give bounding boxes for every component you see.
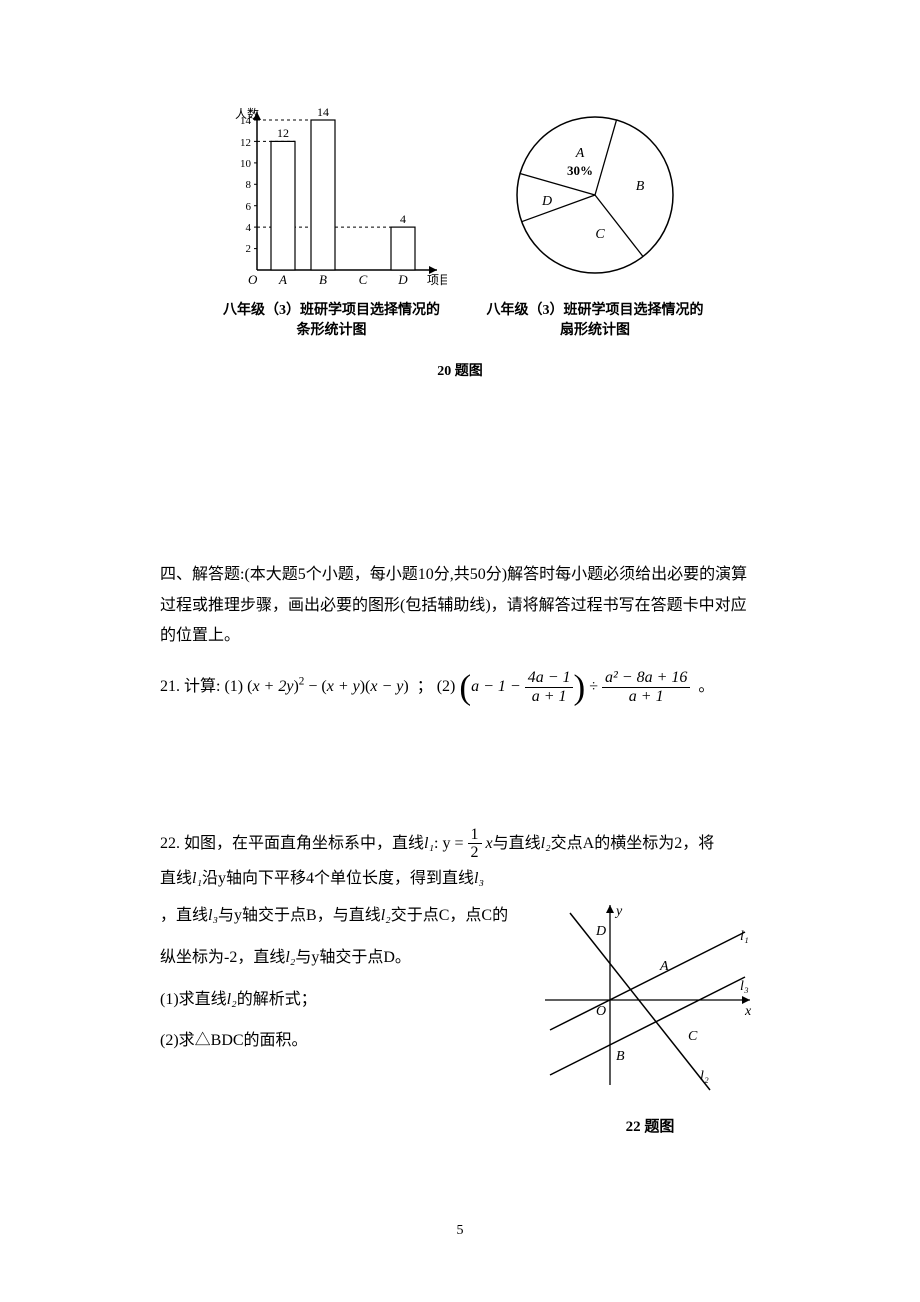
figure-20-label: 20 题图 xyxy=(160,360,760,380)
svg-text:C: C xyxy=(595,227,605,242)
bar-chart-caption: 八年级（3）班研学项目选择情况的 条形统计图 xyxy=(217,301,447,340)
svg-text:30%: 30% xyxy=(567,163,593,178)
pie-chart-block: A B C D 30% 八年级（3）班研学项目选择情况的 扇形统计图 xyxy=(487,100,704,340)
svg-text:y: y xyxy=(614,904,623,919)
svg-text:l₃: l₃ xyxy=(740,979,749,994)
svg-text:6: 6 xyxy=(245,201,251,213)
svg-text:l₂: l₂ xyxy=(700,1069,709,1084)
svg-text:4: 4 xyxy=(245,222,251,234)
svg-text:B: B xyxy=(636,179,645,194)
svg-text:4: 4 xyxy=(400,212,406,226)
problem-21: 21. 计算: (1) (x + 2y)2 − (x + y)(x − y) ；… xyxy=(160,669,760,705)
svg-text:D: D xyxy=(397,272,408,287)
svg-text:10: 10 xyxy=(240,158,252,170)
svg-text:C: C xyxy=(358,272,367,287)
svg-text:x: x xyxy=(744,1004,752,1019)
svg-text:12: 12 xyxy=(277,126,289,140)
svg-text:D: D xyxy=(541,194,552,209)
problem-21-part1: (1) (x + 2y)2 − (x + y)(x − y) xyxy=(224,678,412,695)
section-4-heading: 四、解答题:(本大题5个小题，每小题10分,共50分)解答时每小题必须给出必要的… xyxy=(160,560,760,651)
x-axis-label: 项目 xyxy=(427,273,447,287)
svg-text:A: A xyxy=(659,959,669,974)
pie-chart-svg: A B C D 30% xyxy=(490,100,700,290)
bar-chart-svg: 2 4 6 8 10 12 14 12 14 xyxy=(217,100,447,290)
svg-text:8: 8 xyxy=(245,179,251,191)
figure-20-row: 2 4 6 8 10 12 14 12 14 xyxy=(160,100,760,340)
problem-22-text: ，直线l₃与y轴交于点B，与直线l₂交于点C，点C的 纵坐标为-2，直线l₂与y… xyxy=(160,895,522,1143)
svg-text:O: O xyxy=(596,1004,606,1019)
problem-22-figure: y x O D A B C l₁ l₂ l₃ 22 题图 xyxy=(540,895,760,1143)
svg-text:14: 14 xyxy=(317,105,329,119)
svg-text:12: 12 xyxy=(240,137,251,149)
svg-text:A: A xyxy=(278,272,287,287)
svg-text:A: A xyxy=(575,146,585,161)
page-number: 5 xyxy=(160,1223,760,1239)
problem-22: 22. 如图，在平面直角坐标系中，直线l₁: y = 12 x与直线l₂交点A的… xyxy=(160,826,760,1144)
figure-22-label: 22 题图 xyxy=(540,1112,760,1144)
svg-text:l₁: l₁ xyxy=(740,929,749,944)
y-axis-label: 人数 xyxy=(235,106,259,121)
svg-text:D: D xyxy=(595,924,606,939)
svg-text:C: C xyxy=(688,1029,698,1044)
svg-text:B: B xyxy=(319,272,327,287)
pie-chart-caption: 八年级（3）班研学项目选择情况的 扇形统计图 xyxy=(487,301,704,340)
bar-chart-block: 2 4 6 8 10 12 14 12 14 xyxy=(217,100,447,340)
svg-text:B: B xyxy=(616,1049,625,1064)
svg-text:O: O xyxy=(248,272,258,287)
problem-21-part2: (2) (a − 1 − 4a − 1a + 1) ÷ a² − 8a + 16… xyxy=(437,678,695,695)
svg-text:2: 2 xyxy=(245,243,251,255)
coord-diagram-svg: y x O D A B C l₁ l₂ l₃ xyxy=(540,895,760,1095)
